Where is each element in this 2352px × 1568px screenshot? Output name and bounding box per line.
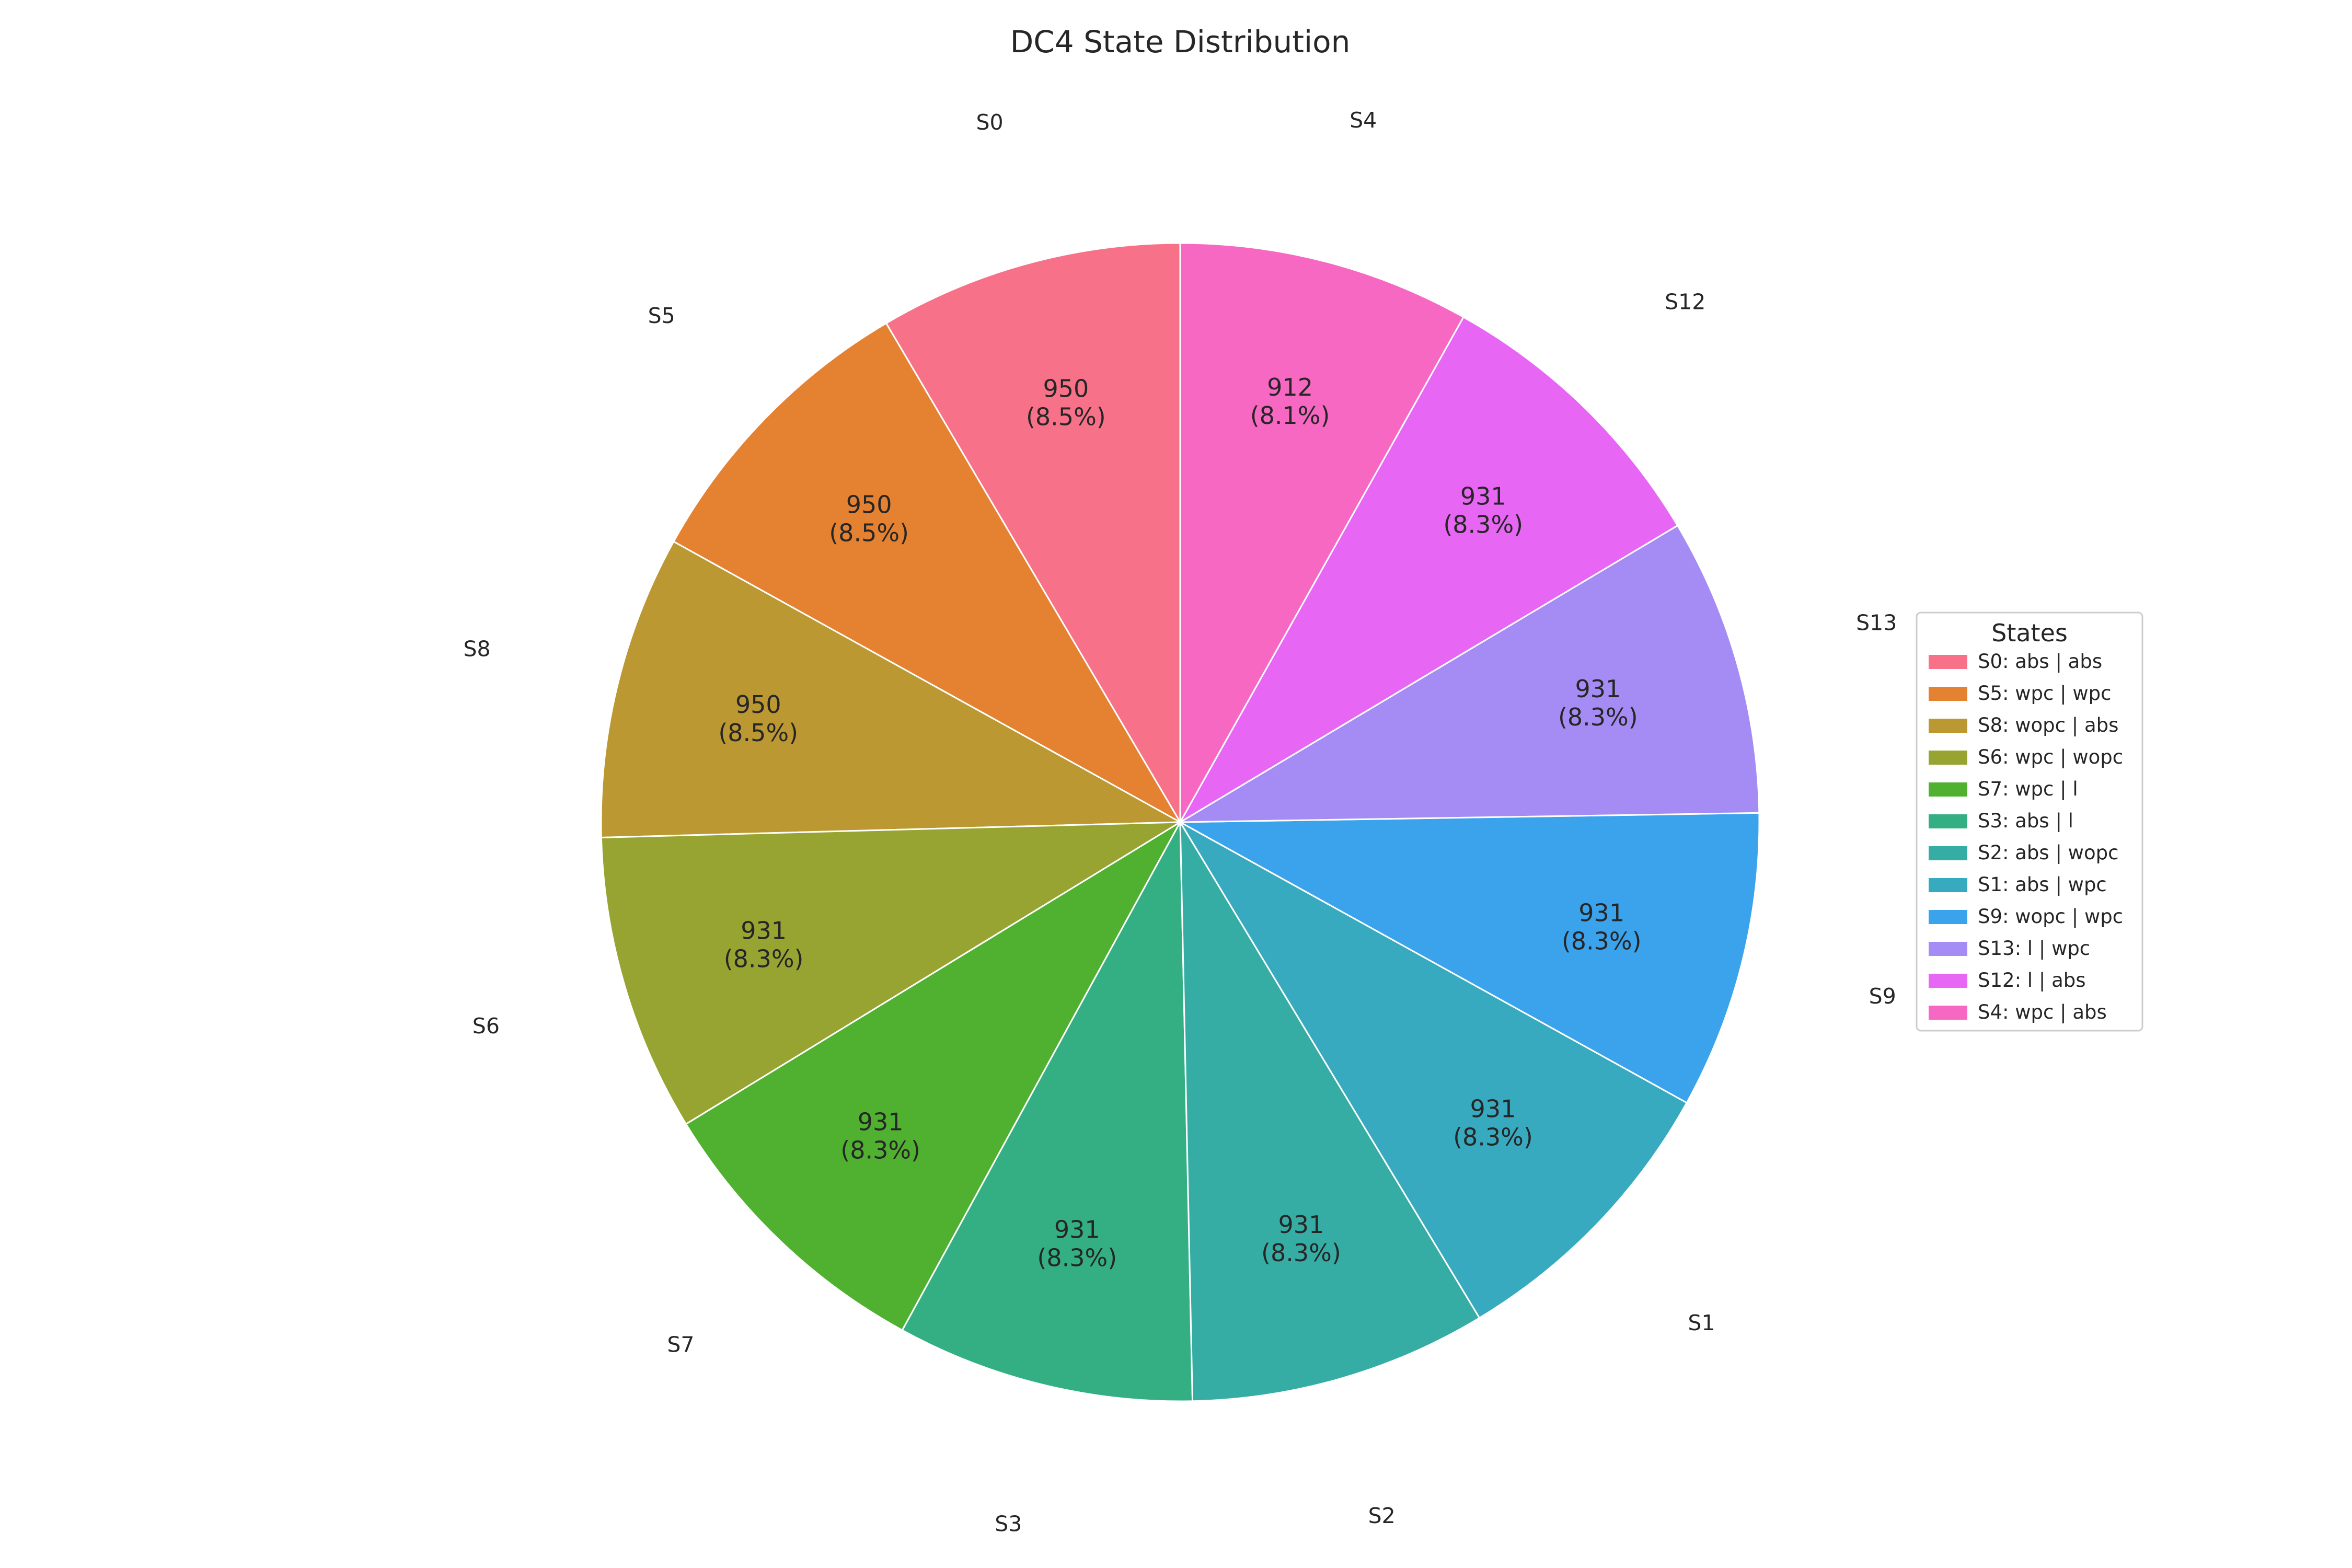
- legend-label-s2: S2: abs | wopc: [1978, 841, 2118, 864]
- legend-label-s12: S12: l | abs: [1978, 969, 2086, 991]
- slice-label-s9: S9: [1869, 984, 1896, 1009]
- pie-slice-s9: [1177, 812, 1760, 1104]
- slice-value-label-s3: 931 (8.3%): [1037, 1215, 1117, 1272]
- slice-label-s13: S13: [1856, 610, 1897, 635]
- pie-slice-s7: [685, 820, 1183, 1332]
- legend-label-s4: S4: wpc | abs: [1978, 1001, 2107, 1023]
- slice-value-labels: 950 (8.5%) 950 (8.5%) 950 (8.5%) 931 (8.3%) 931(…: [718, 373, 1641, 1272]
- pie-slice-s2: [1179, 819, 1481, 1402]
- pie-slice-s6: [600, 821, 1183, 1125]
- pie-slice-s3: [901, 819, 1194, 1402]
- slice-value-label-s12: 931 (8.3%): [1443, 482, 1523, 539]
- legend-swatch-s7: [1929, 782, 1967, 797]
- legend-swatch-s5: [1929, 687, 1967, 701]
- legend-swatch-s0: [1929, 655, 1967, 669]
- slice-value-label-s7: 931 (8.3%): [840, 1108, 920, 1165]
- slice-value-label-s4: 912 (8.1%): [1250, 373, 1330, 430]
- legend-label-s3: S3: abs | l: [1978, 810, 2073, 832]
- slice-label-s2: S2: [1368, 1503, 1396, 1528]
- legend-label-s13: S13: l | wpc: [1978, 937, 2090, 960]
- slice-value-label-s8: 950 (8.5%): [718, 690, 798, 747]
- slice-label-s4: S4: [1350, 108, 1377, 133]
- slice-label-s6: S6: [472, 1013, 500, 1039]
- slice-value-label-s6: 931 (8.3%): [724, 917, 804, 973]
- slice-value-label-s13: 931 (8.3%): [1558, 675, 1638, 731]
- legend-label-s8: S8: wopc | abs: [1978, 714, 2118, 736]
- slice-value-label-s2: 931 (8.3%): [1261, 1210, 1341, 1267]
- legend-swatch-s6: [1929, 751, 1967, 765]
- legend-swatch-s8: [1929, 719, 1967, 733]
- legend-label-s5: S5: wpc | wpc: [1978, 682, 2111, 705]
- legend-label-s9: S9: wopc | wpc: [1978, 905, 2123, 928]
- legend-swatch-s12: [1929, 974, 1967, 988]
- legend-swatch-s13: [1929, 942, 1967, 956]
- pie-slice-s0: [885, 242, 1181, 825]
- legend: States S0: abs | abs S5: wpc | wpc S8: wop…: [1916, 612, 2143, 1032]
- pie-slice-s8: [600, 540, 1183, 839]
- legend-label-s0: S0: abs | abs: [1978, 650, 2102, 673]
- slice-value-label-s1: 931 (8.3%): [1453, 1095, 1533, 1151]
- legend-label-s1: S1: abs | wpc: [1978, 873, 2107, 896]
- slice-labels: S0 S5 S8 S6 S7 S3 S2 S1 S9 S13 S12 S4: [464, 108, 1897, 1536]
- pie-slice-s12: [1178, 316, 1679, 825]
- slice-value-label-s9: 931 (8.3%): [1562, 899, 1642, 955]
- legend-swatch-s4: [1929, 1006, 1967, 1020]
- legend-swatch-s1: [1929, 878, 1967, 892]
- legend-swatch-s2: [1929, 846, 1967, 860]
- pie-slices: [600, 242, 1760, 1402]
- slice-label-s7: S7: [667, 1332, 694, 1357]
- pie-slice-s1: [1178, 820, 1688, 1319]
- pie-slice-s13: [1177, 524, 1760, 823]
- legend-frame: [1916, 612, 2143, 1032]
- slice-value-label-s0: 950 (8.5%): [1026, 374, 1106, 431]
- legend-title: States: [1991, 619, 2068, 647]
- pie-slice-s5: [672, 322, 1183, 824]
- legend-swatch-s9: [1929, 910, 1967, 924]
- slice-label-s1: S1: [1688, 1310, 1715, 1335]
- slice-label-s0: S0: [976, 110, 1004, 135]
- pie-slice-s4: [1179, 242, 1465, 825]
- legend-label-s7: S7: wpc | l: [1978, 778, 2078, 800]
- chart-title: DC4 State Distribution: [1010, 24, 1351, 60]
- legend-items: S0: abs | abs S5: wpc | wpc S8: wopc | abs…: [1929, 650, 2123, 1023]
- legend-swatch-s3: [1929, 814, 1967, 828]
- legend-label-s6: S6: wpc | wopc: [1978, 746, 2123, 768]
- slice-label-s3: S3: [995, 1511, 1022, 1536]
- slice-label-s5: S5: [648, 303, 675, 328]
- slice-label-s8: S8: [464, 636, 491, 661]
- slice-label-s12: S12: [1665, 290, 1705, 315]
- slice-value-label-s5: 950 (8.5%): [829, 490, 909, 547]
